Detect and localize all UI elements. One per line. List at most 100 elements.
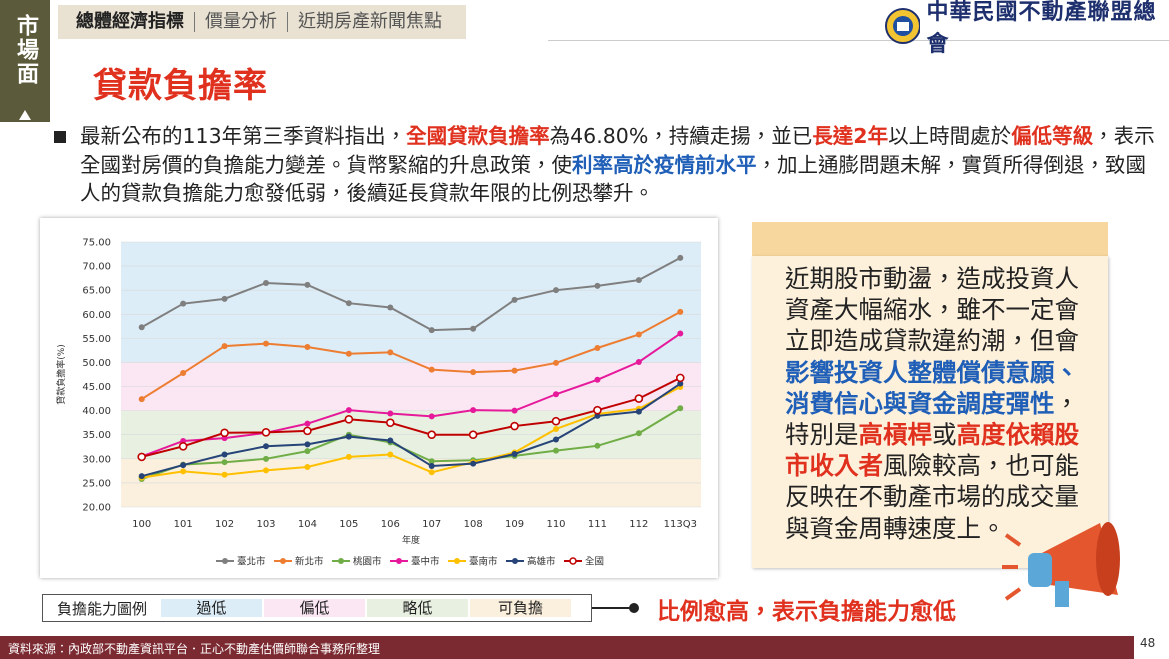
data-point (635, 430, 642, 437)
series-line (141, 382, 681, 478)
connector (592, 607, 632, 609)
data-point (511, 296, 518, 303)
series-line (141, 407, 681, 480)
legend-marker (512, 558, 518, 564)
data-point (511, 451, 518, 457)
data-point (677, 254, 684, 261)
y-tick-label: 30.00 (82, 454, 111, 465)
tab[interactable]: 價量分析 (194, 12, 287, 32)
data-point (553, 359, 559, 366)
data-point (387, 304, 394, 311)
data-point (553, 447, 559, 454)
x-tick-label: 102 (215, 519, 234, 530)
logo: 中華民國不動產聯盟總會 (884, 0, 1169, 57)
data-point (221, 295, 228, 302)
chart: 20.00 25.00 30.00 35.00 40.00 45.00 50.00 55.00… (55, 238, 701, 568)
x-tick-label: 109 (505, 519, 524, 530)
data-point (180, 462, 187, 469)
x-tick-label: 108 (464, 519, 483, 530)
data-point (221, 451, 228, 458)
legend-marker (338, 558, 344, 564)
data-point (511, 407, 518, 414)
data-point (304, 344, 311, 351)
data-point (677, 405, 684, 412)
data-point (221, 343, 228, 350)
sound-line (1004, 587, 1022, 601)
data-point (263, 443, 269, 450)
data-point (303, 426, 312, 436)
text-run: 風險較高，也可能反映在不動產市場的成交量與資金周轉速度上。 (785, 451, 1079, 543)
data-point (470, 407, 477, 414)
megaphone-icon (1002, 522, 1120, 607)
logo-emblem (885, 8, 921, 44)
legend-label: 新北市 (295, 556, 324, 568)
callout: 比例愈高，表示負擔能力愈低 (657, 599, 956, 625)
text-run: 高槓桿 (858, 420, 933, 450)
x-tick-label: 101 (174, 519, 193, 530)
tab[interactable]: 總體經濟指標 (76, 11, 184, 32)
data-point (180, 370, 187, 377)
y-tick-label: 75.00 (82, 238, 111, 249)
data-point (470, 325, 477, 332)
y-axis-title: 貸款負擔率(%) (55, 344, 67, 405)
data-point (427, 430, 437, 440)
text-run: 全國貸款負擔率 (406, 124, 550, 148)
band-legend-item: 略低 (367, 599, 468, 617)
legend-marker (280, 558, 286, 564)
data-point (677, 330, 684, 337)
legend-label: 桃園市 (353, 556, 382, 568)
text-run: 以上時間處於 (888, 124, 1012, 148)
note-text: 近期股市動盪，造成投資人資產大幅縮水，雖不一定會立即造成貸款違約潮，但會影響投資… (785, 263, 1087, 544)
data-point (344, 415, 354, 424)
text-run: 利率高於疫情前水平 (572, 152, 757, 177)
data-point (345, 407, 352, 414)
data-point (263, 455, 269, 462)
data-point (470, 369, 477, 376)
text-run: ，表示全國對房價的負擔能力變差。貨幣緊縮的升息政策，使 (80, 124, 1155, 177)
band-legend-item: 偏低 (264, 599, 365, 617)
data-point (345, 453, 352, 460)
sound-line (1004, 533, 1022, 547)
series-line (141, 332, 681, 458)
data-point (221, 471, 228, 478)
legend-label: 高雄市 (527, 556, 556, 568)
y-tick-label: 60.00 (82, 310, 111, 321)
x-tick-label: 110 (546, 519, 565, 530)
data-point (635, 331, 642, 338)
note-box (752, 256, 1108, 568)
data-point (304, 448, 311, 455)
data-point (428, 327, 435, 334)
series-line (141, 386, 681, 479)
text-run: 近期股市動盪，造成投資人資產大幅縮水，雖不一定會立即造成貸款違約潮，但會 (785, 264, 1079, 356)
data-point (634, 394, 644, 403)
x-tick-label: 113Q3 (664, 519, 697, 530)
legend-label: 臺南市 (469, 556, 498, 568)
data-point (468, 430, 478, 440)
band-legend-item: 可負擔 (470, 599, 571, 617)
data-point (675, 373, 685, 383)
connector-dot (629, 603, 639, 613)
data-point (470, 460, 477, 467)
megaphone-bell (1096, 522, 1120, 596)
tab-bar: 總體經濟指標 價量分析 近期房產新聞焦點 (58, 5, 466, 39)
x-tick-label: 100 (132, 519, 151, 530)
data-point (387, 410, 394, 417)
data-point (428, 413, 435, 420)
x-axis-title: 年度 (402, 534, 420, 546)
divider (548, 40, 1169, 41)
data-point (635, 358, 642, 365)
data-point (553, 425, 559, 432)
x-tick-label: 107 (422, 519, 441, 530)
data-point (178, 441, 188, 451)
data-point (304, 281, 311, 288)
y-tick-label: 65.00 (82, 286, 111, 297)
page-number: 48 (1140, 636, 1156, 650)
data-point (345, 433, 352, 440)
legend-marker (454, 558, 460, 564)
x-tick-label: 103 (256, 519, 275, 530)
tab[interactable]: 近期房產新聞焦點 (287, 12, 452, 32)
y-tick-label: 35.00 (82, 430, 111, 441)
y-tick-label: 45.00 (82, 382, 111, 393)
text-run: 或 (932, 420, 957, 450)
